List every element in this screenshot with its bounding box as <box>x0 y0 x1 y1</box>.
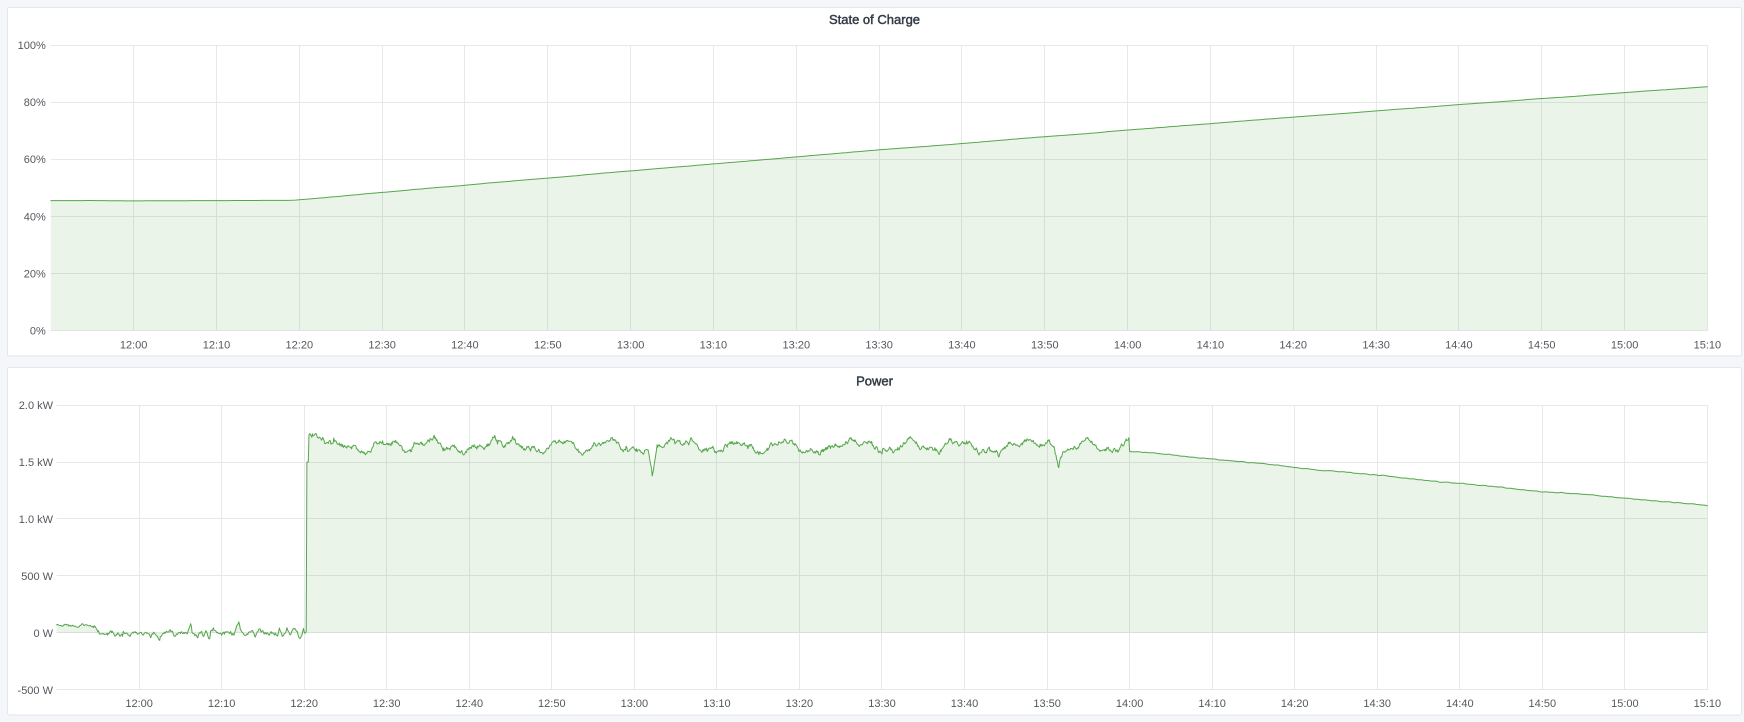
svg-text:13:40: 13:40 <box>951 698 979 710</box>
svg-text:40%: 40% <box>24 211 46 223</box>
svg-text:14:30: 14:30 <box>1362 339 1390 351</box>
svg-text:14:10: 14:10 <box>1197 339 1225 351</box>
svg-text:14:50: 14:50 <box>1528 339 1556 351</box>
svg-text:13:30: 13:30 <box>868 698 896 710</box>
svg-text:12:10: 12:10 <box>208 698 236 710</box>
svg-text:13:20: 13:20 <box>786 698 814 710</box>
svg-text:12:50: 12:50 <box>534 339 562 351</box>
svg-text:100%: 100% <box>18 40 46 52</box>
svg-text:12:40: 12:40 <box>456 698 484 710</box>
svg-text:13:50: 13:50 <box>1031 339 1059 351</box>
svg-text:15:00: 15:00 <box>1611 339 1639 351</box>
svg-text:13:00: 13:00 <box>617 339 645 351</box>
svg-text:14:00: 14:00 <box>1114 339 1142 351</box>
svg-text:15:10: 15:10 <box>1694 339 1722 351</box>
svg-text:1.0 kW: 1.0 kW <box>19 514 54 526</box>
svg-text:12:50: 12:50 <box>538 698 566 710</box>
svg-text:13:30: 13:30 <box>865 339 893 351</box>
svg-text:15:00: 15:00 <box>1611 698 1639 710</box>
svg-text:13:10: 13:10 <box>703 698 731 710</box>
svg-text:13:10: 13:10 <box>700 339 728 351</box>
svg-text:14:00: 14:00 <box>1116 698 1144 710</box>
svg-text:500 W: 500 W <box>21 571 53 583</box>
svg-text:20%: 20% <box>24 268 46 280</box>
svg-text:14:40: 14:40 <box>1446 698 1474 710</box>
svg-text:13:00: 13:00 <box>621 698 649 710</box>
svg-text:12:20: 12:20 <box>290 698 318 710</box>
svg-text:-500 W: -500 W <box>18 685 54 697</box>
svg-text:13:50: 13:50 <box>1033 698 1061 710</box>
svg-text:60%: 60% <box>24 154 46 166</box>
svg-text:14:20: 14:20 <box>1281 698 1309 710</box>
svg-text:14:10: 14:10 <box>1198 698 1226 710</box>
svg-text:1.5 kW: 1.5 kW <box>19 457 54 469</box>
svg-text:0%: 0% <box>30 325 46 337</box>
svg-text:15:10: 15:10 <box>1694 698 1722 710</box>
svg-text:Power: Power <box>856 373 894 388</box>
svg-text:14:40: 14:40 <box>1445 339 1473 351</box>
svg-text:12:40: 12:40 <box>451 339 479 351</box>
svg-text:12:30: 12:30 <box>373 698 401 710</box>
svg-text:12:00: 12:00 <box>125 698 153 710</box>
svg-text:2.0 kW: 2.0 kW <box>19 400 54 412</box>
svg-text:14:20: 14:20 <box>1279 339 1307 351</box>
svg-text:0 W: 0 W <box>33 628 53 640</box>
svg-text:14:50: 14:50 <box>1529 698 1557 710</box>
svg-text:State of Charge: State of Charge <box>829 12 920 27</box>
svg-text:12:10: 12:10 <box>203 339 231 351</box>
svg-text:14:30: 14:30 <box>1363 698 1391 710</box>
svg-text:12:00: 12:00 <box>120 339 148 351</box>
svg-text:12:30: 12:30 <box>368 339 396 351</box>
svg-text:12:20: 12:20 <box>286 339 314 351</box>
svg-text:13:20: 13:20 <box>783 339 811 351</box>
svg-text:80%: 80% <box>24 97 46 109</box>
svg-text:13:40: 13:40 <box>948 339 976 351</box>
